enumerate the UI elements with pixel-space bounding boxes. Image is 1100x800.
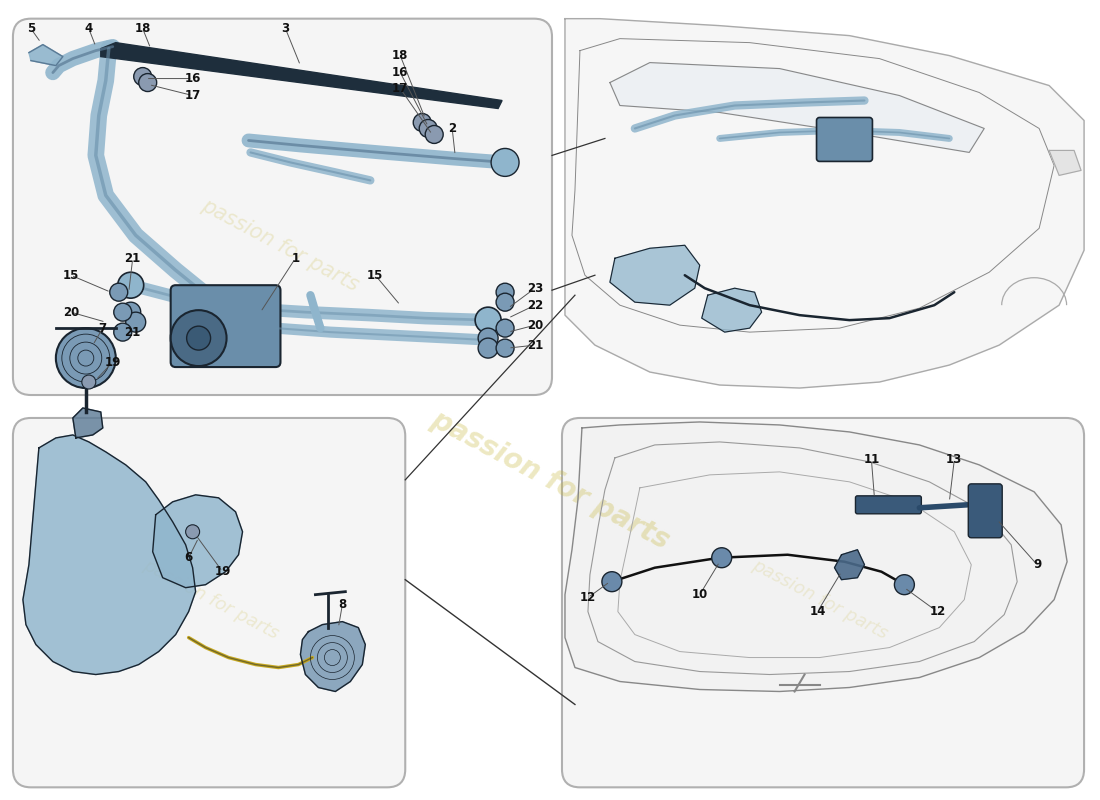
- Text: passion for parts: passion for parts: [426, 405, 674, 554]
- Text: 21: 21: [124, 326, 141, 338]
- Polygon shape: [565, 18, 1085, 388]
- Text: 23: 23: [527, 282, 543, 294]
- Circle shape: [414, 114, 431, 131]
- Text: 4: 4: [85, 22, 92, 35]
- Circle shape: [56, 328, 116, 388]
- Circle shape: [134, 67, 152, 86]
- Polygon shape: [702, 288, 761, 332]
- Text: passion for parts: passion for parts: [749, 556, 890, 643]
- Text: 14: 14: [810, 605, 826, 618]
- Text: 12: 12: [930, 605, 946, 618]
- Circle shape: [426, 126, 443, 143]
- Text: 22: 22: [527, 298, 543, 312]
- Polygon shape: [29, 45, 63, 66]
- Text: 3: 3: [282, 22, 289, 35]
- Text: 8: 8: [338, 598, 346, 611]
- Polygon shape: [835, 550, 865, 580]
- Text: 19: 19: [214, 566, 231, 578]
- FancyBboxPatch shape: [170, 285, 280, 367]
- Text: 21: 21: [527, 338, 543, 351]
- Text: 13: 13: [946, 454, 962, 466]
- Text: 18: 18: [134, 22, 151, 35]
- Circle shape: [712, 548, 732, 568]
- FancyBboxPatch shape: [13, 18, 552, 395]
- Text: 17: 17: [185, 89, 200, 102]
- Polygon shape: [153, 495, 242, 588]
- Text: 18: 18: [392, 49, 408, 62]
- Text: 16: 16: [185, 72, 201, 85]
- Text: 19: 19: [104, 355, 121, 369]
- Text: passion for parts: passion for parts: [198, 195, 363, 295]
- Text: 16: 16: [392, 66, 408, 79]
- FancyBboxPatch shape: [856, 496, 922, 514]
- Text: 9: 9: [1033, 558, 1042, 571]
- Circle shape: [113, 323, 132, 341]
- Circle shape: [496, 293, 514, 311]
- Circle shape: [121, 302, 141, 322]
- FancyBboxPatch shape: [562, 418, 1085, 787]
- Circle shape: [81, 375, 96, 389]
- FancyBboxPatch shape: [816, 118, 872, 162]
- Circle shape: [113, 303, 132, 321]
- Circle shape: [186, 525, 199, 538]
- Polygon shape: [609, 62, 984, 153]
- Polygon shape: [1049, 150, 1081, 175]
- Text: 6: 6: [185, 551, 192, 564]
- Text: 5: 5: [26, 22, 35, 35]
- Circle shape: [170, 310, 227, 366]
- Circle shape: [478, 328, 498, 348]
- FancyBboxPatch shape: [13, 418, 405, 787]
- Circle shape: [419, 119, 437, 138]
- Circle shape: [496, 339, 514, 357]
- Circle shape: [478, 338, 498, 358]
- Circle shape: [496, 319, 514, 337]
- Polygon shape: [609, 246, 700, 305]
- Text: 12: 12: [580, 591, 596, 604]
- Circle shape: [118, 272, 144, 298]
- Circle shape: [125, 312, 145, 332]
- Text: 15: 15: [367, 269, 384, 282]
- Circle shape: [110, 283, 128, 301]
- Text: 20: 20: [63, 306, 79, 318]
- Circle shape: [475, 307, 502, 333]
- Text: 21: 21: [124, 252, 141, 265]
- Circle shape: [187, 326, 210, 350]
- Polygon shape: [565, 422, 1067, 691]
- Text: 7: 7: [99, 322, 107, 334]
- Text: 10: 10: [692, 588, 708, 601]
- Text: passion for parts: passion for parts: [140, 556, 282, 643]
- Polygon shape: [73, 408, 102, 438]
- Circle shape: [894, 574, 914, 594]
- Polygon shape: [101, 42, 502, 109]
- Circle shape: [602, 572, 621, 592]
- Text: 20: 20: [527, 318, 543, 332]
- Polygon shape: [300, 622, 365, 691]
- Polygon shape: [23, 435, 196, 674]
- Text: 1: 1: [292, 252, 299, 265]
- FancyBboxPatch shape: [968, 484, 1002, 538]
- Text: 2: 2: [448, 122, 456, 135]
- Circle shape: [496, 283, 514, 301]
- Text: 17: 17: [392, 82, 408, 95]
- Circle shape: [491, 149, 519, 176]
- Text: 15: 15: [63, 269, 79, 282]
- Text: 11: 11: [864, 454, 880, 466]
- Circle shape: [139, 74, 156, 91]
